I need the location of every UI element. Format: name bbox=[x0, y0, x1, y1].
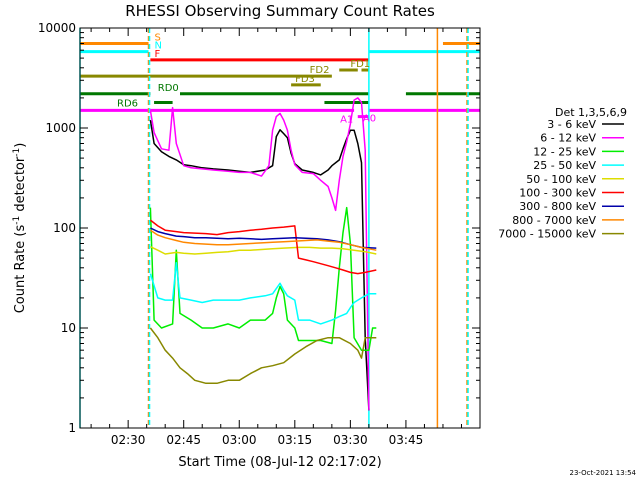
legend-title: Det 1,3,5,6,9 bbox=[555, 106, 627, 119]
series-line-300-800-kev bbox=[150, 227, 377, 249]
flag-label-f: F bbox=[155, 49, 161, 60]
x-tick-label: 03:15 bbox=[278, 433, 313, 447]
y-axis-ticks: 1 10 100 1000 10000 bbox=[38, 21, 480, 435]
series-line-800-7000-kev bbox=[149, 229, 377, 251]
y-tick-label: 1 bbox=[68, 421, 76, 435]
legend-label: 6 - 12 keV bbox=[540, 132, 596, 145]
legend-label: 3 - 6 keV bbox=[547, 118, 596, 131]
y-tick-label: 10 bbox=[61, 321, 76, 335]
legend-label: 100 - 300 keV bbox=[519, 187, 596, 200]
legend-label: 300 - 800 keV bbox=[519, 200, 596, 213]
legend-label: 25 - 50 keV bbox=[533, 159, 596, 172]
flag-label-rd0: RD0 bbox=[158, 83, 179, 94]
y-tick-label: 10000 bbox=[38, 21, 76, 35]
legend-label: 12 - 25 keV bbox=[533, 145, 596, 158]
y-axis-label-end: ) bbox=[13, 143, 28, 148]
legend-label: 7000 - 15000 keV bbox=[498, 228, 596, 241]
x-tick-label: 03:00 bbox=[222, 433, 257, 447]
series-line-12-25-kev bbox=[149, 206, 377, 351]
x-tick-label: 02:30 bbox=[111, 433, 146, 447]
y-tick-label: 1000 bbox=[45, 121, 76, 135]
series-line-7000-15000-kev bbox=[149, 327, 377, 385]
legend-label: 800 - 7000 keV bbox=[512, 214, 596, 227]
y-axis-label-sup2: -1 bbox=[12, 148, 22, 157]
flag-label-fd1: FD1 bbox=[350, 59, 370, 70]
y-axis-label-mid: detector bbox=[13, 156, 28, 216]
y-axis-label-main: Count Rate (s bbox=[13, 225, 28, 314]
y-axis-label: Count Rate (s-1 detector-1) bbox=[12, 143, 28, 314]
x-tick-label: 03:30 bbox=[333, 433, 368, 447]
x-axis-ticks: 02:30 02:45 03:00 03:15 03:30 03:45 bbox=[90, 28, 481, 447]
series-line-6-12-kev bbox=[149, 97, 370, 411]
generation-timestamp: 23-Oct-2021 13:54 bbox=[570, 469, 637, 477]
flag-label-rd6: RD6 bbox=[117, 98, 138, 109]
flag-label-n: N bbox=[155, 41, 162, 52]
x-tick-label: 02:45 bbox=[166, 433, 201, 447]
y-axis-label-sup1: -1 bbox=[12, 216, 22, 225]
y-tick-label: 100 bbox=[53, 221, 76, 235]
series-line-100-300-kev bbox=[149, 219, 377, 275]
flag-label-a0: A0 bbox=[363, 114, 376, 125]
flag-lines bbox=[80, 41, 480, 119]
series-lines bbox=[149, 97, 377, 411]
flag-label-a1: A1 bbox=[340, 114, 353, 125]
x-axis-label: Start Time (08-Jul-12 02:17:02) bbox=[178, 455, 381, 470]
flag-label-fd2: FD2 bbox=[310, 65, 330, 76]
x-tick-label: 03:45 bbox=[389, 433, 424, 447]
flag-label-s: S bbox=[155, 32, 161, 43]
chart-title: RHESSI Observing Summary Count Rates bbox=[125, 2, 435, 20]
series-line-25-50-kev bbox=[149, 261, 377, 325]
flag-label-fd3: FD3 bbox=[295, 74, 315, 85]
series-line-50-100-kev bbox=[150, 246, 377, 255]
legend-label: 50 - 100 keV bbox=[526, 173, 596, 186]
